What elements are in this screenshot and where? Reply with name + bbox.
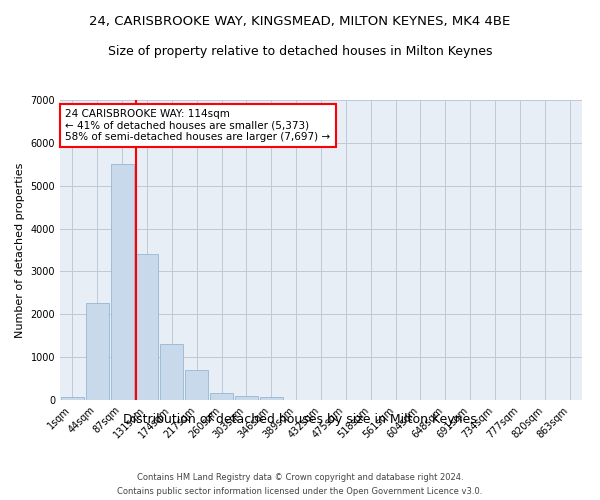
Bar — [210, 392, 233, 400]
Bar — [260, 397, 283, 400]
Y-axis label: Number of detached properties: Number of detached properties — [15, 162, 25, 338]
Bar — [111, 164, 134, 400]
Text: Contains HM Land Registry data © Crown copyright and database right 2024.: Contains HM Land Registry data © Crown c… — [137, 472, 463, 482]
Text: Size of property relative to detached houses in Milton Keynes: Size of property relative to detached ho… — [108, 45, 492, 58]
Text: Contains public sector information licensed under the Open Government Licence v3: Contains public sector information licen… — [118, 488, 482, 496]
Bar — [61, 397, 84, 400]
Text: 24 CARISBROOKE WAY: 114sqm
← 41% of detached houses are smaller (5,373)
58% of s: 24 CARISBROOKE WAY: 114sqm ← 41% of deta… — [65, 109, 331, 142]
Bar — [160, 344, 183, 400]
Bar — [235, 396, 258, 400]
Bar — [86, 302, 109, 400]
Text: Distribution of detached houses by size in Milton Keynes: Distribution of detached houses by size … — [123, 412, 477, 426]
Bar — [136, 254, 158, 400]
Text: 24, CARISBROOKE WAY, KINGSMEAD, MILTON KEYNES, MK4 4BE: 24, CARISBROOKE WAY, KINGSMEAD, MILTON K… — [89, 15, 511, 28]
Bar — [185, 370, 208, 400]
